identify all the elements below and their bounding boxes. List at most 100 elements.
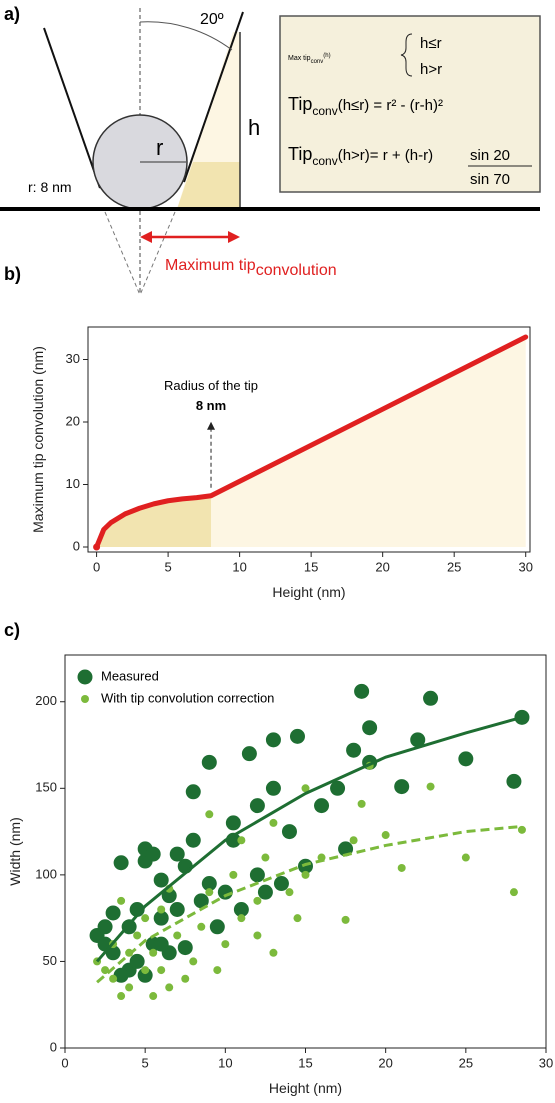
point	[229, 870, 238, 879]
point	[253, 896, 262, 905]
point	[314, 798, 330, 814]
annotation-label: 8 nm	[196, 398, 226, 413]
point	[157, 966, 166, 975]
point	[349, 836, 358, 845]
point	[129, 901, 145, 917]
y-axis-label: Width (nm)	[7, 817, 23, 885]
point	[225, 815, 241, 831]
point	[157, 905, 166, 914]
point	[193, 893, 209, 909]
point	[201, 876, 217, 892]
numerator: sin 20	[470, 147, 510, 164]
point	[105, 905, 121, 921]
point	[117, 992, 126, 1001]
arrow-label-sub: convolution	[256, 262, 337, 279]
point	[113, 855, 129, 871]
yellow-region	[177, 162, 240, 209]
point	[177, 940, 193, 956]
point	[153, 872, 169, 888]
x-tick-label: 15	[304, 559, 318, 574]
x-tick-label: 5	[142, 1055, 149, 1070]
point	[209, 919, 225, 935]
point	[237, 914, 246, 923]
area	[96, 337, 526, 547]
angle-arc	[139, 21, 233, 51]
y-tick-label: 20	[66, 413, 80, 428]
diagram: 20º h r r: 8 nm Maximum tipconvolution M…	[0, 8, 541, 296]
cone-line	[139, 211, 176, 296]
formula-sub: conv	[312, 104, 337, 118]
point	[217, 884, 233, 900]
point	[205, 810, 214, 819]
formula-text: Tip	[288, 144, 312, 164]
x-tick-label: 0	[61, 1055, 68, 1070]
formula-text: Max tip	[288, 55, 311, 62]
line	[94, 334, 529, 550]
point	[423, 690, 439, 706]
point	[301, 784, 310, 793]
panel-label: b)	[4, 264, 21, 284]
y-tick-label: 150	[35, 780, 57, 795]
x-tick-label: 15	[298, 1055, 312, 1070]
x-tick-label: 20	[375, 559, 389, 574]
y-tick-label: 30	[66, 351, 80, 366]
x-tick-label: 30	[518, 559, 532, 574]
point	[253, 931, 262, 940]
fit-line	[96, 824, 523, 984]
x-tick-label: 5	[164, 559, 171, 574]
formula-text: (h>r)= r + (h-r)	[338, 147, 433, 164]
point	[233, 901, 249, 917]
y-tick-label: 0	[50, 1039, 57, 1054]
formula-text: (h≤r) = r² - (r-h)²	[338, 97, 443, 114]
formula-sub: conv	[312, 154, 337, 168]
point	[221, 940, 230, 949]
case: h>r	[420, 61, 442, 78]
point	[341, 915, 350, 924]
point	[426, 782, 435, 791]
x-tick-label: 30	[539, 1055, 553, 1070]
point	[461, 853, 470, 862]
point	[205, 888, 214, 897]
point	[161, 888, 177, 904]
arrowhead	[207, 421, 216, 430]
legend-label: With tip convolution correction	[101, 690, 274, 705]
point	[109, 974, 118, 983]
point	[153, 910, 169, 926]
point	[181, 974, 190, 983]
h-label: h	[248, 115, 260, 140]
x-tick-label: 10	[232, 559, 246, 574]
x-tick-label: 20	[378, 1055, 392, 1070]
point	[269, 818, 278, 827]
point	[97, 919, 113, 935]
point	[273, 876, 289, 892]
point	[249, 798, 265, 814]
point	[265, 780, 281, 796]
point	[293, 914, 302, 923]
y-axis-label: Maximum tip convolution (nm)	[30, 346, 46, 533]
point	[241, 746, 257, 762]
point	[354, 683, 370, 699]
formula-box	[279, 15, 541, 193]
arrow-label-main: Maximum tip	[165, 257, 256, 274]
formula-line: Tipconv(h>r)= r + (h-r)	[288, 144, 433, 168]
point	[145, 846, 161, 862]
x-tick-label: 25	[459, 1055, 473, 1070]
point	[381, 831, 390, 840]
point	[201, 754, 217, 770]
point	[137, 967, 153, 983]
point	[509, 888, 518, 897]
formula-text: (h)	[323, 53, 330, 59]
point	[458, 751, 474, 767]
point	[357, 799, 366, 808]
point	[237, 836, 246, 845]
y-tick-label: 100	[35, 866, 57, 881]
panel-label: a)	[4, 4, 20, 24]
x-tick-label: 10	[218, 1055, 232, 1070]
point	[185, 832, 201, 848]
point	[285, 888, 294, 897]
annotation-text: Radius of the tip	[164, 378, 258, 393]
legend-label: Measured	[101, 668, 159, 683]
origin-point	[93, 543, 101, 551]
tip-side	[183, 11, 244, 183]
